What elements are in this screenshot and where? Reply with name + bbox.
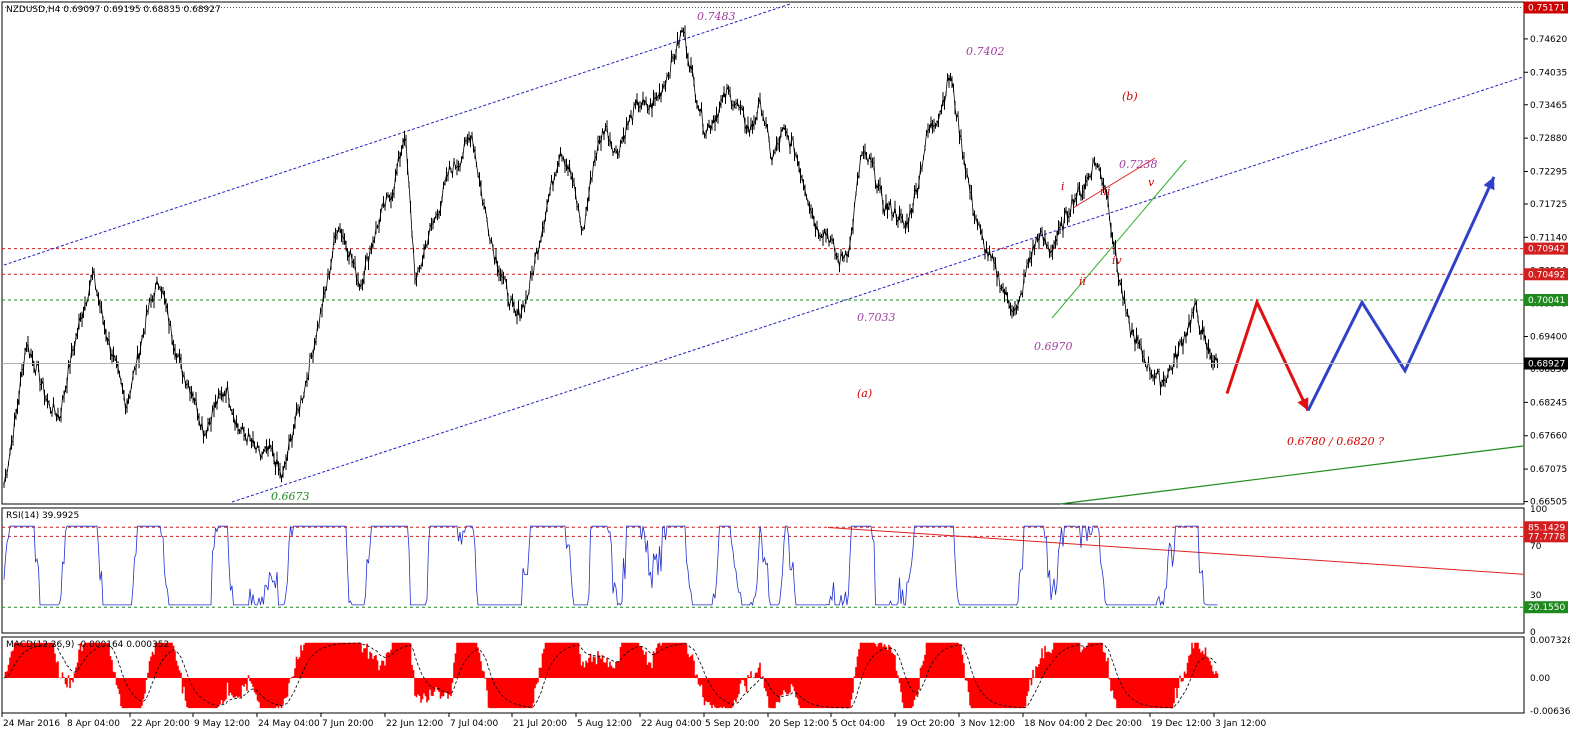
time-axis-label: 3 Nov 12:00: [960, 719, 1015, 729]
long-term-support-line: [1059, 445, 1524, 505]
time-axis-label: 24 May 04:00: [258, 719, 320, 729]
time-axis-label: 5 Sep 20:00: [705, 719, 760, 729]
level-price-tag-label: 0.70492: [1528, 270, 1565, 280]
rsi-level-tag-label: 85.1429: [1528, 523, 1565, 533]
rsi-trendline: [827, 526, 1524, 575]
level-price-tag: [1524, 1, 1568, 14]
time-axis-label: 22 Apr 20:00: [131, 719, 190, 729]
time-axis-label: 19 Dec 12:00: [1151, 719, 1212, 729]
time-axis-label: 22 Aug 04:00: [641, 719, 702, 729]
price-axis-label: 0.67660: [1530, 432, 1567, 442]
time-axis-label: 3 Jan 12:00: [1215, 719, 1267, 729]
wave-annotation: 0.6780 / 0.6820 ?: [1287, 435, 1384, 448]
rsi-series-line: [3, 525, 1218, 607]
macd-signal-line: [3, 642, 1218, 709]
price-series-line: [3, 29, 1218, 485]
time-axis-label: 8 Apr 04:00: [67, 719, 120, 729]
time-axis-label: 5 Oct 04:00: [832, 719, 885, 729]
rsi-label: RSI(14) 39.9925: [6, 511, 79, 521]
time-axis-label: 5 Aug 12:00: [577, 719, 632, 729]
time-axis-label: 7 Jul 04:00: [450, 719, 499, 729]
macd-histogram: [4, 642, 1219, 709]
time-axis-label: 7 Jun 20:00: [322, 719, 374, 729]
price-axis-label: 0.74035: [1530, 68, 1567, 78]
level-price-tag: [1524, 268, 1568, 281]
time-axis-label: 20 Sep 12:00: [769, 719, 829, 729]
price-axis-label: 0.71140: [1530, 233, 1567, 243]
macd-label: MACD(12,26,9) -0.000164 0.000352: [6, 640, 169, 650]
wave-annotation: i: [1061, 180, 1065, 193]
price-axis-label: 0.72295: [1530, 167, 1567, 177]
rsi-level-tag: [1524, 521, 1568, 534]
macd-axis-label: -0.006366: [1530, 707, 1570, 717]
wave-annotation: 0.7033: [857, 311, 896, 324]
projection-red-arrow-head: [1297, 397, 1309, 411]
time-axis-label: 24 Mar 2016: [3, 719, 60, 729]
projection-blue-arrow-head: [1483, 176, 1495, 191]
wave-annotation: (b): [1122, 90, 1138, 103]
price-axis-label: 0.68245: [1530, 398, 1567, 408]
price-axis-label: 0.67075: [1530, 465, 1567, 475]
macd-axis-label: 0.00: [1530, 674, 1550, 684]
time-axis-label: 18 Nov 04:00: [1024, 719, 1085, 729]
wave-annotation: (a): [857, 387, 872, 400]
wave-lower-green-line: [1051, 159, 1187, 319]
wave-annotation: iv: [1112, 254, 1123, 267]
level-price-tag: [1524, 242, 1568, 255]
wave-annotation: ii: [1079, 275, 1086, 288]
projection-blue-arrow: [1306, 176, 1496, 412]
level-price-tag-label: 0.70942: [1528, 245, 1565, 255]
price-axis-label: 0.73465: [1530, 101, 1567, 111]
time-axis-label: 2 Dec 20:00: [1087, 719, 1142, 729]
level-price-tag-label: 0.70041: [1528, 296, 1565, 306]
level-price-tag-label: 0.75171: [1528, 4, 1565, 14]
rsi-axis-label: 100: [1530, 505, 1547, 515]
time-axis-label: 21 Jul 20:00: [513, 719, 567, 729]
current-price-tag-label: 0.68927: [1528, 359, 1565, 369]
rsi-level-tag: [1524, 601, 1568, 614]
current-price-tag: [1524, 357, 1568, 370]
time-axis-label: 22 Jun 12:00: [386, 719, 443, 729]
time-axis-label: 9 May 12:00: [194, 719, 250, 729]
rsi-level-tag-label: 77.7778: [1528, 532, 1565, 542]
rsi-level-tag: [1524, 530, 1568, 543]
price-axis-label: 0.68830: [1530, 365, 1567, 375]
wave-annotation: 0.7483: [697, 10, 736, 23]
price-axis-label: 0.72880: [1530, 134, 1567, 144]
time-axis-label: 19 Oct 20:00: [896, 719, 955, 729]
price-axis-label: 0.66505: [1530, 498, 1567, 508]
wave-annotation: 0.7238: [1119, 158, 1158, 171]
channel-lower-line: [231, 76, 1524, 503]
price-axis-label: 0.69400: [1530, 333, 1567, 343]
wave-upper-red-line: [1072, 157, 1156, 209]
macd-panel: [1, 636, 1525, 714]
price-axis-label: 0.71725: [1530, 200, 1567, 210]
rsi-axis-label: 30: [1530, 591, 1542, 601]
chart-header-label: NZDUSD,H4 0.69097 0.69195 0.68835 0.6892…: [6, 5, 221, 15]
wave-annotation: iii: [1100, 185, 1111, 198]
rsi-panel: [1, 507, 1525, 634]
rsi-axis-label: 70: [1530, 542, 1542, 552]
price-axis-label: 0.74620: [1530, 35, 1567, 45]
rsi-level-tag-label: 20.1550: [1528, 603, 1565, 613]
rsi-axis-label: 0: [1530, 628, 1536, 638]
channel-upper-line: [3, 3, 791, 266]
wave-annotation: 0.6673: [271, 490, 310, 503]
macd-axis-label: 0.007328: [1530, 636, 1570, 646]
level-price-tag: [1524, 293, 1568, 306]
wave-annotation: v: [1148, 176, 1155, 189]
wave-annotation: 0.7402: [966, 45, 1005, 58]
wave-annotation: 0.6970: [1034, 340, 1073, 353]
